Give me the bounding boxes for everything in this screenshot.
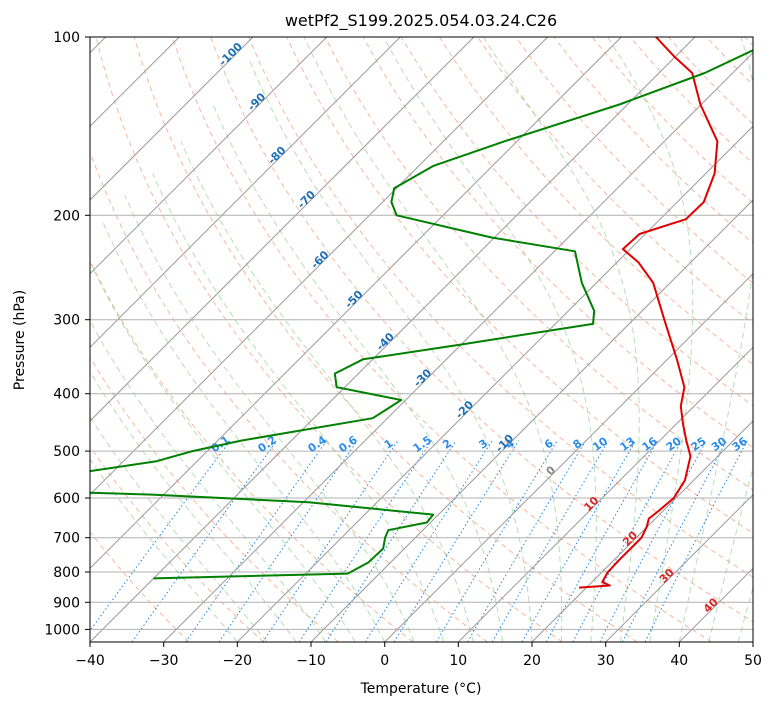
moist-adiabat — [90, 319, 327, 642]
plot-area: 0.1 0.2 0.4 0.6 1 1.5 2 3 4 6 8 10 13 16 20 25 30 36-100-… — [90, 37, 753, 642]
x-tick-label: 10 — [449, 653, 467, 669]
moist-adiabat — [607, 37, 694, 642]
mixing-ratio-line — [325, 440, 457, 642]
moist-adiabat — [152, 173, 445, 642]
isotherm — [384, 272, 753, 642]
isotherm — [90, 37, 549, 496]
moist-adiabat — [90, 458, 238, 642]
mixing-ratio-line — [467, 440, 587, 642]
mixing-ratio-line — [262, 440, 399, 642]
x-tick-label: 0 — [380, 653, 389, 669]
chart-title: wetPf2_S199.2025.054.03.24.C26 — [285, 11, 557, 31]
isotherm — [163, 51, 753, 642]
mixing-ratio-line — [572, 440, 683, 642]
isotherm — [531, 420, 753, 642]
isotherm — [236, 125, 753, 642]
y-axis: 100 200 300 400 500 600 700 800 900 1000 — [44, 30, 90, 638]
dry-adiabat — [248, 37, 753, 578]
moist-adiabat — [303, 37, 563, 642]
moist-adiabat — [708, 466, 753, 642]
mixing-ratio-line — [131, 440, 278, 642]
dry-adiabat — [438, 37, 753, 366]
x-axis: −40 −30 −20 −10 0 10 20 30 40 50 — [75, 642, 762, 669]
plot-frame — [89, 36, 754, 643]
moist-adiabat — [90, 260, 356, 642]
mixing-ratio-line — [185, 440, 328, 642]
moist-adiabat — [102, 221, 386, 642]
moist-adiabat — [678, 37, 753, 642]
isotherm — [457, 346, 753, 642]
mixing-ratio-line — [364, 440, 493, 642]
x-tick-label: 50 — [744, 653, 762, 669]
y-tick-label: 500 — [53, 444, 80, 460]
isotherm — [605, 493, 753, 642]
isotherm — [90, 37, 328, 275]
isotherm — [90, 37, 622, 570]
moist-adiabat — [482, 37, 640, 642]
isotherm — [90, 37, 696, 642]
mixing-ratio-line — [90, 440, 231, 632]
dry-adiabat — [90, 445, 264, 642]
moist-adiabat — [212, 104, 503, 642]
x-tick-label: −10 — [296, 653, 326, 669]
moist-adiabat — [737, 585, 753, 642]
x-tick-label: 30 — [597, 653, 615, 669]
mixing-ratio-line — [298, 440, 432, 642]
y-tick-label: 100 — [53, 30, 80, 46]
x-tick-label: −20 — [223, 653, 253, 669]
isotherms — [90, 37, 753, 642]
dry-adiabat — [95, 37, 563, 642]
isotherm — [90, 37, 254, 201]
mixing-ratio-line — [521, 440, 637, 642]
y-axis-title: Pressure (hPa) — [12, 290, 28, 390]
isotherm — [90, 37, 475, 422]
mixing-ratio-line — [545, 440, 659, 642]
moist-adiabat — [90, 370, 297, 642]
dry-adiabat — [90, 531, 190, 642]
y-tick-label: 600 — [53, 491, 80, 507]
dewpoint-profile — [90, 49, 753, 580]
dry-adiabat — [515, 37, 753, 284]
dry-adiabats — [90, 37, 753, 642]
y-tick-label: 200 — [53, 208, 80, 224]
dry-adiabat — [210, 37, 753, 623]
x-tick-label: −30 — [149, 653, 179, 669]
dry-adiabat — [90, 356, 339, 642]
mixing-ratio-line — [491, 440, 609, 642]
x-tick-label: 40 — [670, 653, 688, 669]
temperature-profile — [578, 37, 719, 589]
x-tick-label: 20 — [523, 653, 541, 669]
dry-adiabat — [171, 37, 712, 642]
x-axis-title: Temperature (°C) — [360, 681, 482, 697]
x-tick-label: −40 — [75, 653, 105, 669]
mixing-ratio-line — [644, 440, 748, 642]
y-tick-label: 300 — [53, 313, 80, 329]
isotherm — [310, 199, 753, 642]
dry-adiabat — [400, 37, 753, 407]
dry-adiabat — [133, 37, 638, 642]
y-tick-label: 700 — [53, 531, 80, 547]
isotherm — [90, 37, 401, 349]
y-tick-label: 800 — [53, 565, 80, 581]
y-tick-label: 900 — [53, 595, 80, 611]
y-tick-label: 1000 — [44, 622, 80, 638]
moist-adiabat — [124, 195, 415, 642]
y-tick-label: 400 — [53, 387, 80, 403]
dry-adiabat — [90, 150, 488, 642]
moist-adiabat — [383, 37, 597, 642]
moist-adiabat — [249, 61, 533, 642]
mixing-ratio-line — [435, 440, 558, 642]
profile-series — [90, 37, 753, 589]
moist-adiabat — [90, 416, 268, 642]
